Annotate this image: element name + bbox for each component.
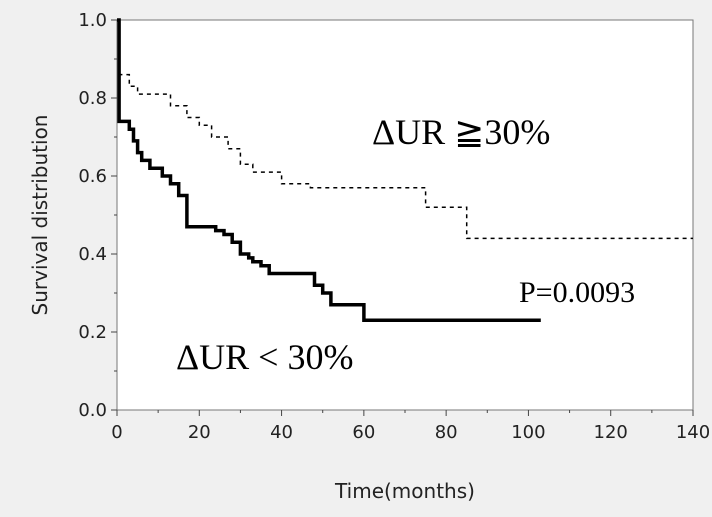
y-tick-label: 0.2: [78, 322, 107, 343]
series-layer: [117, 18, 693, 323]
x-axis: 0 20 40 60 80 100 120 140: [111, 410, 710, 443]
annotation-p-value: P=0.0093: [519, 276, 635, 309]
y-tick-label: 0.4: [78, 244, 107, 265]
y-tick-label: 0.0: [78, 400, 107, 421]
x-tick-label: 60: [352, 422, 375, 443]
y-tick-label: 0.8: [78, 88, 107, 109]
x-tick-label: 100: [511, 422, 545, 443]
x-tick-label: 80: [435, 422, 458, 443]
x-axis-title: Time(months): [334, 479, 475, 503]
x-tick-label: 120: [594, 422, 628, 443]
x-tick-label: 0: [111, 422, 122, 443]
x-tick-label: 40: [270, 422, 293, 443]
x-tick-label: 140: [676, 422, 710, 443]
y-axis-title: Survival distribution: [28, 115, 52, 316]
series-line-dur-lt-30: [117, 18, 541, 323]
y-tick-label: 0.6: [78, 166, 107, 187]
plot-area: [116, 19, 694, 411]
annotation-low-group: ΔUR < 30%: [176, 337, 353, 377]
y-tick-label: 1.0: [78, 10, 107, 31]
series-line-dur-ge-30: [117, 19, 693, 240]
x-tick-label: 20: [188, 422, 211, 443]
annotation-high-group: ΔUR ≧30%: [372, 112, 550, 152]
y-axis: 0.0 0.2 0.4 0.6 0.8 1.0: [78, 10, 117, 421]
